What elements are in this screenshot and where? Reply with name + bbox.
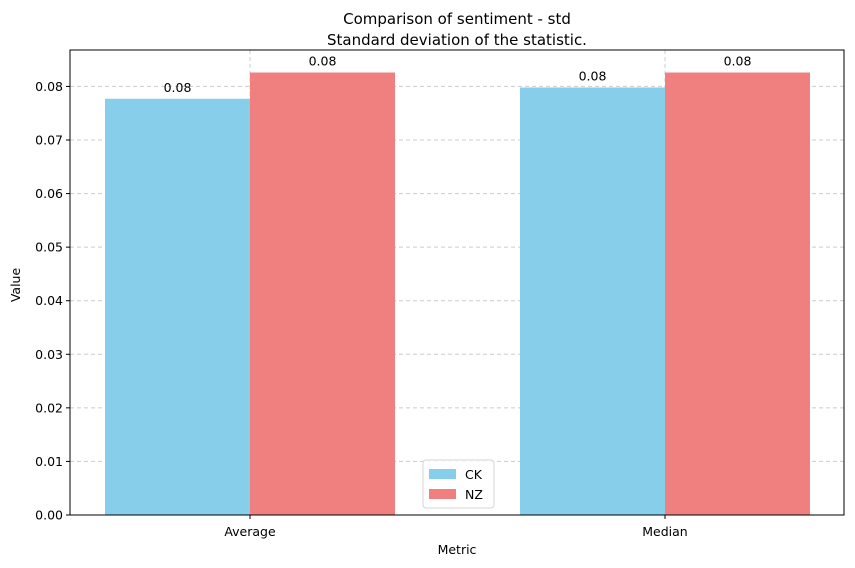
y-tick-label: 0.01 (35, 454, 63, 469)
x-tick-label: Average (224, 524, 276, 539)
bar-ck-average (105, 98, 250, 515)
y-axis-label: Value (8, 268, 23, 303)
y-tick-label: 0.02 (35, 400, 63, 415)
x-axis-label: Metric (438, 542, 477, 557)
chart-title: Comparison of sentiment - std (343, 10, 571, 28)
bar-value-label: 0.08 (724, 54, 752, 69)
bar-nz-median (665, 72, 810, 515)
bar-ck-median (520, 87, 665, 515)
bar-nz-average (250, 72, 395, 515)
y-tick-label: 0.05 (35, 240, 63, 255)
legend-box (422, 459, 495, 509)
bar-value-label: 0.08 (309, 54, 337, 69)
y-tick-label: 0.06 (35, 186, 63, 201)
y-tick-label: 0.08 (35, 79, 63, 94)
legend-label-ck: CK (465, 467, 483, 482)
chart-subtitle: Standard deviation of the statistic. (327, 31, 587, 49)
data-labels: 0.08 0.08 0.08 0.08 (164, 54, 752, 95)
legend-swatch-nz (429, 489, 456, 499)
legend: CK NZ (422, 459, 495, 509)
legend-swatch-ck (429, 469, 456, 479)
y-tick-label: 0.04 (35, 293, 63, 308)
y-tick-label: 0.07 (35, 133, 63, 148)
legend-label-nz: NZ (465, 487, 483, 502)
bars (105, 72, 810, 515)
y-tick-label: 0.03 (35, 347, 63, 362)
bar-value-label: 0.08 (164, 80, 192, 95)
plot-frame (69, 49, 845, 516)
y-axis-ticks: 0.00 0.01 0.02 0.03 0.04 0.05 0.06 0.07 0.08 (35, 79, 70, 523)
bar-value-label: 0.08 (579, 69, 607, 84)
y-tick-label: 0.00 (35, 508, 63, 523)
x-tick-label: Median (642, 524, 687, 539)
x-axis-ticks: Average Median (224, 515, 688, 539)
